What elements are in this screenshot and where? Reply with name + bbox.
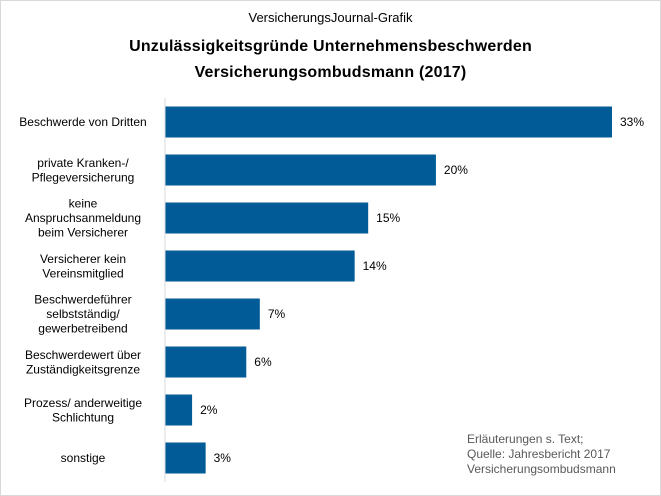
data-label: 7% (268, 307, 286, 321)
data-label: 20% (444, 163, 468, 177)
bar (165, 154, 436, 186)
data-label: 3% (214, 451, 232, 465)
data-label: 2% (200, 403, 218, 417)
chart-title-line-1: Unzulässigkeitsgründe Unternehmensbeschw… (129, 38, 532, 55)
category-label: private Kranken-/Pflegeversicherung (32, 156, 135, 185)
category-label: Beschwerdeführer selbstständig/gewerbetre… (34, 293, 131, 336)
chart-title-line-2: Versicherungsombudsmann (2017) (194, 64, 467, 81)
note-line: Quelle: Jahresbericht 2017 (467, 447, 611, 461)
bar (165, 106, 612, 138)
data-label: 14% (363, 259, 387, 273)
category-label: Prozess/ anderweitige Schlichtung (24, 396, 142, 425)
category-label: sonstige (61, 451, 106, 465)
category-label: Beschwerdewert über Zuständigkeitsgrenze (25, 348, 141, 377)
note-line: Versicherungsombudsmann (467, 462, 616, 476)
bar (165, 346, 247, 378)
category-label: Versicherer kein Vereinsmitglied (40, 252, 126, 281)
source-note: Erläuterungen s. Text; Quelle: Jahresber… (467, 432, 616, 477)
data-label: 33% (620, 115, 644, 129)
note-line: Erläuterungen s. Text; (467, 432, 584, 446)
bar (165, 298, 260, 330)
bar (165, 250, 355, 282)
category-label: Beschwerde von Dritten (19, 115, 146, 129)
category-label: keine Anspruchsanmeldung beim Versicherer (25, 197, 141, 240)
bar (165, 394, 193, 426)
data-label: 6% (254, 355, 272, 369)
chart-subtitle: VersicherungsJournal-Grafik (248, 10, 413, 25)
bar (165, 202, 369, 234)
data-label: 15% (376, 211, 400, 225)
bar (165, 442, 206, 474)
